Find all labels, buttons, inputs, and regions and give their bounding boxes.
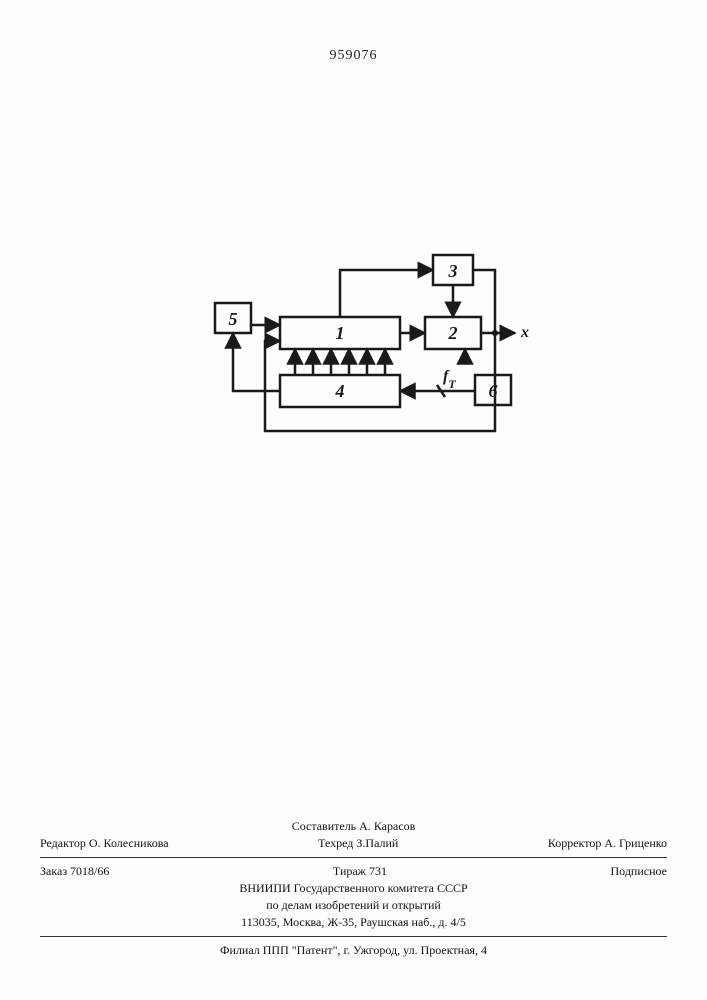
edges-4-1-parallel bbox=[295, 349, 385, 375]
branch-line: Филиал ППП "Патент", г. Ужгород, ул. Про… bbox=[40, 943, 667, 958]
editor: Редактор О. Колесникова bbox=[40, 836, 169, 851]
block-5-label: 5 bbox=[229, 309, 238, 329]
signal-ft-label: fT bbox=[443, 368, 456, 391]
subscription: Подписное bbox=[611, 864, 668, 879]
block-1-label: 1 bbox=[336, 323, 345, 343]
node-output-tap bbox=[492, 330, 498, 336]
block-3-label: 3 bbox=[448, 261, 458, 281]
address-line: 113035, Москва, Ж-35, Раушская наб., д. … bbox=[40, 915, 667, 930]
print-info-row: Заказ 7018/66 Тираж 731 Подписное bbox=[40, 864, 667, 879]
order-number: Заказ 7018/66 bbox=[40, 864, 109, 879]
org-line-1: ВНИИПИ Государственного комитета СССР bbox=[40, 881, 667, 896]
block-diagram: 1 2 3 4 5 6 bbox=[165, 245, 545, 455]
divider-1 bbox=[40, 857, 667, 858]
compiler-line: Составитель А. Карасов bbox=[40, 819, 667, 834]
document-number: 959076 bbox=[330, 48, 378, 64]
credits-row: Редактор О. Колесникова Техред З.Палий К… bbox=[40, 836, 667, 851]
corrector: Корректор А. Гриценко bbox=[548, 836, 667, 851]
circulation: Тираж 731 bbox=[333, 864, 387, 879]
tech-editor: Техред З.Палий bbox=[318, 836, 398, 851]
block-2-label: 2 bbox=[448, 323, 458, 343]
org-line-2: по делам изобретений и открытий bbox=[40, 898, 667, 913]
colophon: Составитель А. Карасов Редактор О. Колес… bbox=[40, 817, 667, 960]
divider-2 bbox=[40, 936, 667, 937]
block-4-label: 4 bbox=[335, 381, 345, 401]
edge-1-3 bbox=[340, 270, 433, 317]
output-x-label: x bbox=[520, 324, 529, 341]
page: 959076 1 2 3 4 bbox=[0, 0, 707, 1000]
